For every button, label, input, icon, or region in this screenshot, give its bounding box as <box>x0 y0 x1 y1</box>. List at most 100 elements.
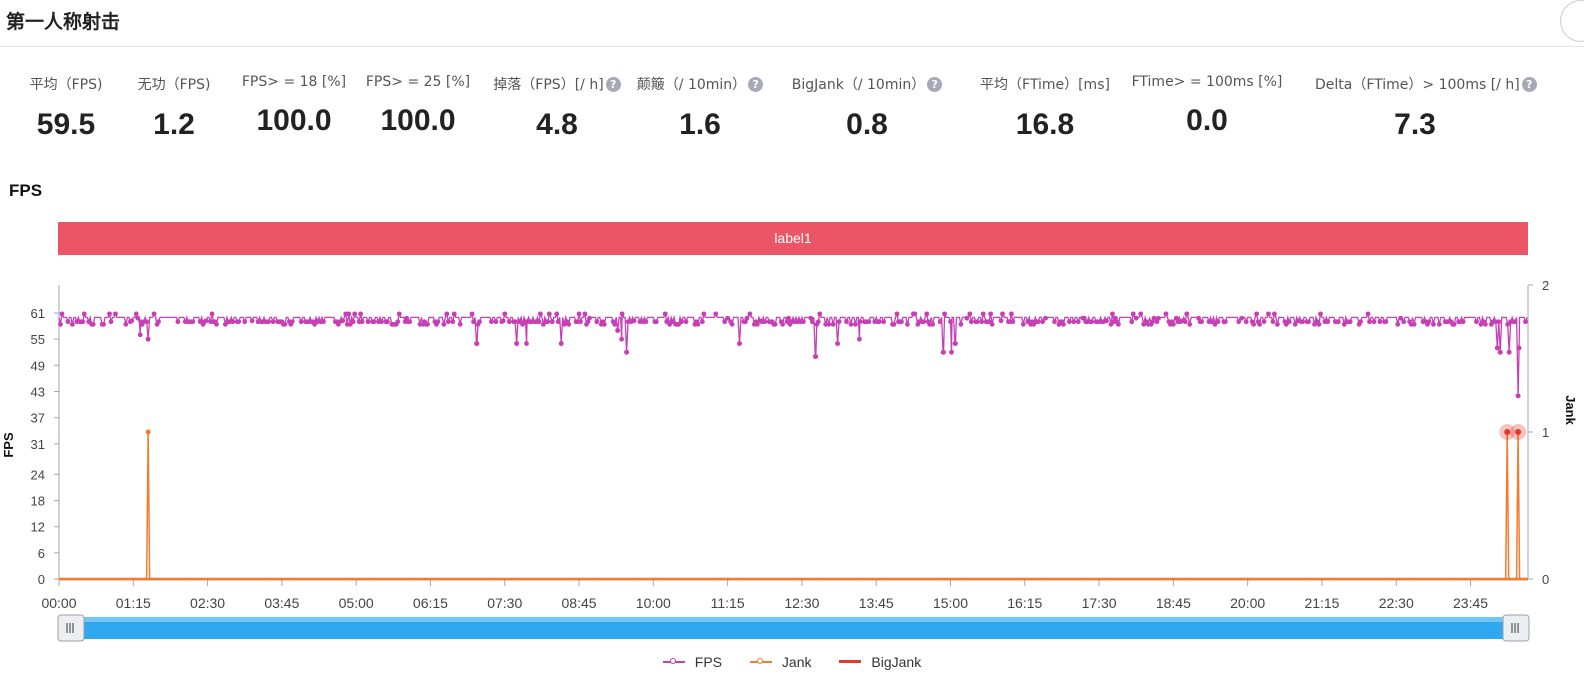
fps-point <box>937 319 943 325</box>
fps-point <box>175 319 181 325</box>
fps-point <box>1401 319 1407 325</box>
fps-point <box>1043 315 1048 321</box>
fps-point <box>786 315 791 321</box>
fps-point <box>350 319 356 325</box>
help-icon[interactable]: ? <box>748 77 764 92</box>
metric-label: FPS> = 18 [%] <box>194 74 394 90</box>
fps-point <box>772 321 778 327</box>
x-tick-label: 16:15 <box>1007 595 1042 611</box>
metric-label-text: 平均（FPS) <box>29 77 103 93</box>
fps-point <box>830 321 836 327</box>
zoom-handle-left[interactable] <box>57 614 85 642</box>
y2-tick-label: 1 <box>1542 425 1549 440</box>
x-tick-label: 22:30 <box>1379 595 1414 611</box>
fps-point <box>1151 315 1157 321</box>
fps-point <box>881 319 887 325</box>
x-tick-label: 20:00 <box>1230 595 1265 611</box>
fps-point <box>1497 349 1503 355</box>
fps-point <box>813 354 819 360</box>
fps-point <box>359 319 365 325</box>
fps-point <box>101 321 106 327</box>
help-icon[interactable]: ? <box>605 77 621 92</box>
fps-point <box>514 341 520 346</box>
fps-point <box>1325 319 1331 325</box>
fps-point <box>69 321 75 327</box>
metric-card: 掉落（FPS）[/ h]? 4.8 <box>457 74 657 142</box>
fps-point <box>1187 321 1193 327</box>
metric-card: 无功（FPS) 1.2 <box>74 74 274 142</box>
fps-point <box>1367 319 1372 325</box>
x-tick-label: 11:15 <box>711 595 745 611</box>
fps-point <box>1272 311 1277 317</box>
fps-point <box>762 319 768 325</box>
fps-point <box>538 311 543 317</box>
fps-point <box>1523 319 1528 325</box>
fps-point <box>1035 319 1041 325</box>
fps-point <box>725 315 731 321</box>
help-icon[interactable]: ? <box>927 77 943 92</box>
legend-bigjank[interactable]: BigJank <box>839 654 921 670</box>
metric-card: BigJank（/ 10min）? 0.8 <box>767 74 967 142</box>
fps-point <box>135 315 141 321</box>
metric-card: FPS> = 18 [%] 100.0 <box>194 74 394 138</box>
fps-point <box>151 311 157 317</box>
fps-point <box>236 319 242 325</box>
help-icon[interactable]: ? <box>1521 77 1537 92</box>
metric-label-text: 平均（FTime）[ms] <box>980 77 1110 93</box>
legend-fps[interactable]: FPS <box>662 654 723 670</box>
fps-point <box>876 319 882 325</box>
fps-point <box>643 319 649 325</box>
fps-point <box>683 319 689 325</box>
fps-point <box>856 336 862 342</box>
fps-point <box>1000 311 1005 317</box>
legend: FPS Jank BigJank <box>0 650 1584 670</box>
zoom-slider-track <box>59 617 1528 639</box>
metric-card: FPS> = 25 [%] 100.0 <box>318 74 518 138</box>
fps-point <box>524 341 529 346</box>
jank-spike <box>145 431 151 580</box>
fps-point <box>1292 321 1298 327</box>
fps-point <box>737 341 742 346</box>
fps-point <box>980 311 986 317</box>
metric-label-text: FPS> = 25 [%] <box>365 74 471 90</box>
fps-point <box>998 318 1004 324</box>
fps-point <box>679 319 684 325</box>
x-tick-label: 23:45 <box>1453 595 1488 611</box>
fps-point <box>953 341 958 346</box>
fps-point <box>1483 321 1488 327</box>
x-tick-label: 08:45 <box>562 595 597 611</box>
fps-point <box>701 311 707 317</box>
fps-point <box>566 321 572 327</box>
fps-point <box>942 311 947 317</box>
metric-card: FTime> = 100ms [%] 0.0 <box>1107 74 1307 138</box>
fps-point <box>612 321 618 327</box>
fps-point <box>1506 349 1512 355</box>
label-band[interactable]: label1 <box>58 222 1528 255</box>
x-tick-label: 00:00 <box>41 595 76 611</box>
fps-point <box>815 319 821 325</box>
fps-point <box>949 349 954 355</box>
fps-point <box>59 311 65 317</box>
fps-point <box>1460 319 1466 325</box>
fps-point <box>545 319 551 325</box>
fps-point <box>1377 319 1383 325</box>
fps-point <box>536 319 542 325</box>
fps-point <box>425 321 430 327</box>
fps-point <box>653 319 659 325</box>
x-tick-label: 07:30 <box>487 595 522 611</box>
metric-value: 100.0 <box>380 104 456 137</box>
metric-label: BigJank（/ 10min）? <box>767 74 967 94</box>
fps-point <box>1365 311 1371 317</box>
metric-label: 颠簸（/ 10min）? <box>600 74 800 94</box>
y2-axis-title: Jank <box>1563 395 1578 425</box>
fps-point <box>1371 319 1377 325</box>
zoom-handle-right[interactable] <box>1502 614 1530 642</box>
fps-point <box>451 311 457 317</box>
legend-jank[interactable]: Jank <box>749 654 812 670</box>
legend-label: FPS <box>694 654 723 670</box>
fps-point <box>582 311 588 317</box>
metric-card: 平均（FPS) 59.5 <box>0 74 166 142</box>
metric-label-text: 掉落（FPS）[/ h] <box>493 77 604 93</box>
fps-point <box>624 349 630 355</box>
